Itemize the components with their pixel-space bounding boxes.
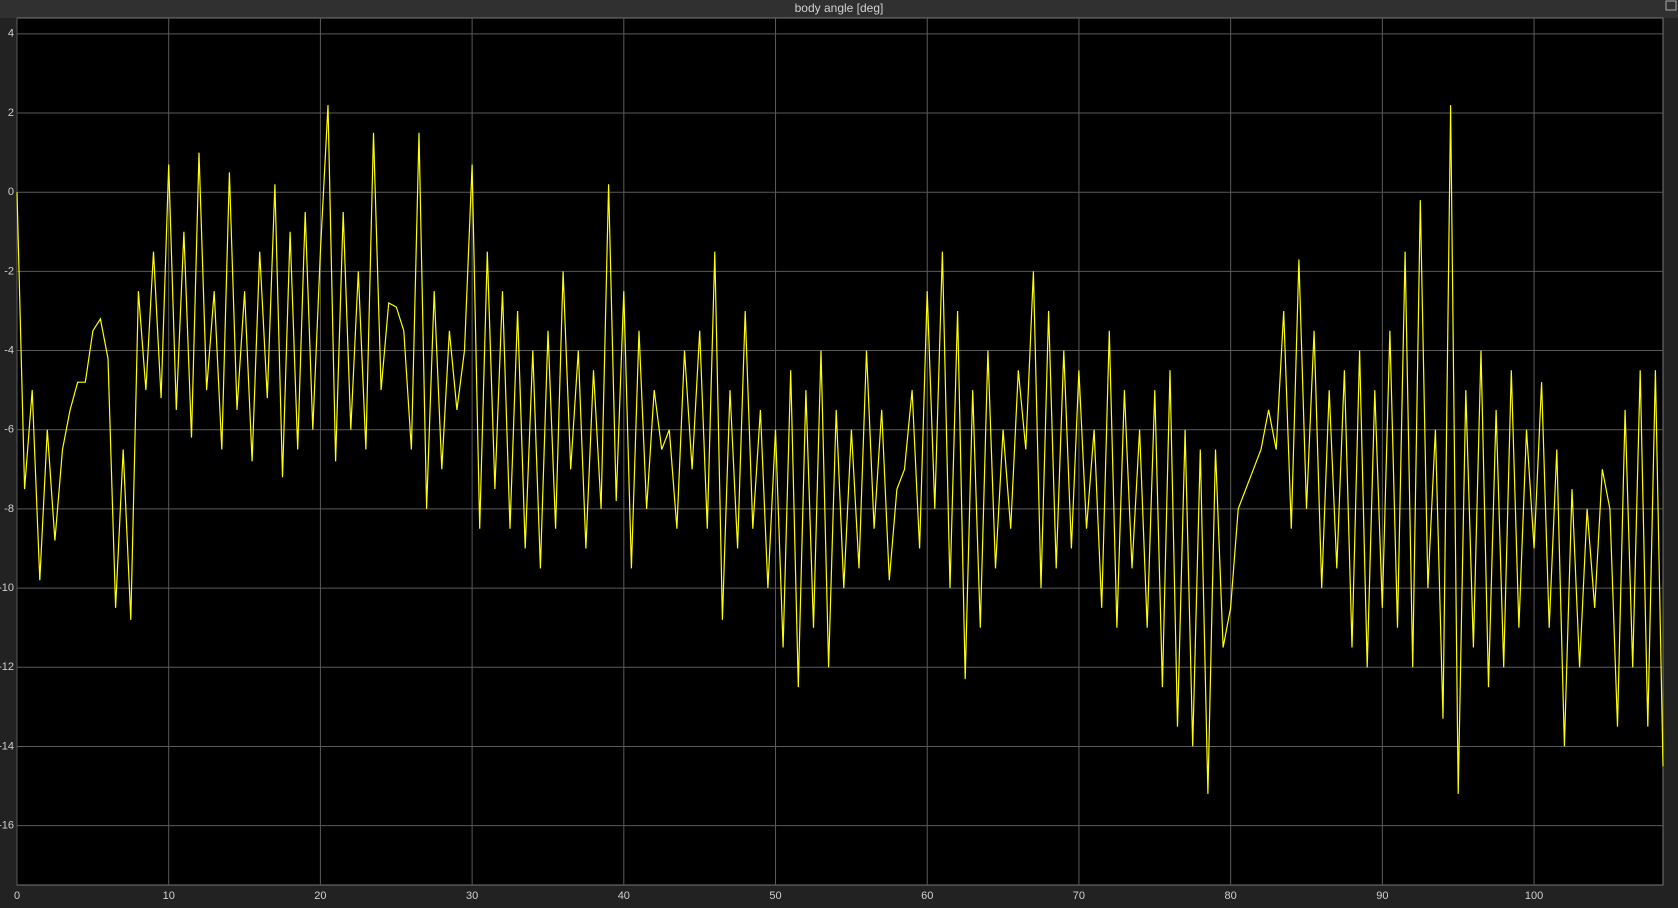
x-tick-label: 70 [1073, 890, 1085, 902]
y-tick-label: -4 [4, 344, 14, 356]
y-tick-label: 4 [8, 28, 14, 40]
y-tick-label: -6 [4, 424, 14, 436]
x-tick-label: 40 [618, 890, 630, 902]
x-tick-label: 90 [1376, 890, 1388, 902]
plot-area [16, 17, 1664, 886]
signal-line [16, 105, 1664, 794]
dock-button[interactable] [1665, 0, 1677, 11]
y-tick-label: -10 [0, 582, 14, 594]
x-tick-label: 60 [921, 890, 933, 902]
y-tick-label: -8 [4, 503, 14, 515]
x-tick-label: 10 [163, 890, 175, 902]
x-tick-label: 50 [769, 890, 781, 902]
y-tick-label: -14 [0, 740, 14, 752]
title-bar [0, 0, 1678, 18]
x-tick-label: 80 [1225, 890, 1237, 902]
y-tick-label: -16 [0, 820, 14, 832]
y-tick-label: 0 [8, 186, 14, 198]
x-tick-label: 0 [14, 890, 20, 902]
x-tick-label: 100 [1525, 890, 1543, 902]
x-tick-label: 20 [314, 890, 326, 902]
y-tick-label: 2 [8, 107, 14, 119]
x-tick-label: 30 [466, 890, 478, 902]
y-tick-label: -12 [0, 661, 14, 673]
chart-title: body angle [deg] [795, 1, 884, 15]
y-tick-label: -2 [4, 265, 14, 277]
